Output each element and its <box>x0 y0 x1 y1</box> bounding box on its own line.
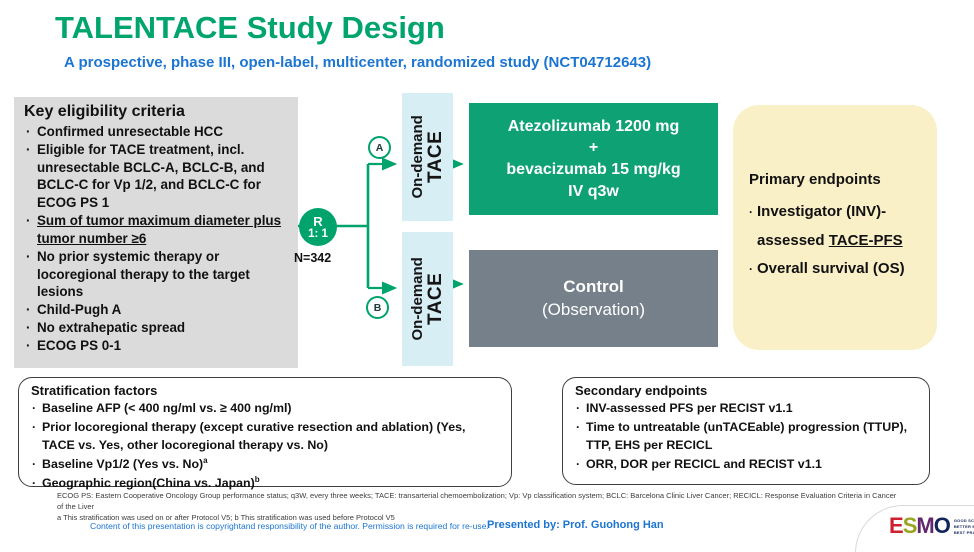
list-item: ORR, DOR per RECICL and RECIST v1.1 <box>575 455 919 474</box>
primary-endpoint-underlined: TACE-PFS <box>828 231 903 249</box>
esmo-tagline-line: BEST PRACTICE <box>953 529 974 535</box>
list-item: ECOG PS 0-1 <box>24 337 290 355</box>
stratification-panel: Stratification factors Baseline AFP (< 4… <box>18 377 512 492</box>
esmo-tagline: GOOD SCIENCE BETTER MEDICINE BEST PRACTI… <box>954 518 974 535</box>
presented-by: Presented by: Prof. Guohong Han <box>487 519 664 531</box>
eligibility-panel: Key eligibility criteria Confirmed unres… <box>14 97 298 368</box>
list-item: Baseline Vp1/2 (Yes vs. No)a <box>31 455 501 474</box>
esmo-tagline-line: BETTER MEDICINE <box>953 523 974 529</box>
sample-size-label: N=342 <box>294 251 332 265</box>
experimental-arm-box: Atezolizumab 1200 mg + bevacizumab 15 mg… <box>469 103 718 215</box>
randomization-ratio: 1: 1 <box>308 227 328 240</box>
list-item: Baseline AFP (< 400 ng/ml vs. ≥ 400 ng/m… <box>31 399 501 418</box>
randomization-circle: R 1: 1 <box>299 208 337 246</box>
secondary-endpoints-panel: Secondary endpoints INV-assessed PFS per… <box>562 377 930 485</box>
list-item: Sum of tumor maximum diameter plus tumor… <box>24 212 290 248</box>
eligibility-list: Confirmed unresectable HCC Eligible for … <box>24 123 290 355</box>
tace-label-line2: TACE <box>424 130 446 184</box>
stratification-list: Baseline AFP (< 400 ng/ml vs. ≥ 400 ng/m… <box>31 399 501 492</box>
arm-b-badge: B <box>366 296 389 319</box>
corner-card: ESMO GOOD SCIENCE BETTER MEDICINE BEST P… <box>855 505 974 552</box>
on-demand-tace-box-bottom: On-demand TACE <box>402 232 453 366</box>
list-item: No extrahepatic spread <box>24 319 290 337</box>
esmo-letter: O <box>933 513 951 538</box>
experimental-arm-line: IV q3w <box>568 182 619 200</box>
abbreviations-footnote: ECOG PS: Eastern Cooperative Oncology Gr… <box>57 491 897 511</box>
eligibility-heading: Key eligibility criteria <box>24 103 185 120</box>
experimental-arm-line: + <box>588 139 599 157</box>
list-item: Prior locoregional therapy (except curat… <box>31 418 501 455</box>
list-item: Child-Pugh A <box>24 301 290 319</box>
footnote-marker: b <box>254 474 260 484</box>
on-demand-tace-label: On-demand TACE <box>408 257 446 341</box>
list-item: Geographic region(China vs. Japan)b <box>31 474 501 493</box>
primary-endpoint-item: Investigator (INV)-assessed TACE-PFS <box>749 198 927 255</box>
esmo-letter: S <box>902 513 918 538</box>
experimental-arm-line: Atezolizumab 1200 mg <box>507 117 680 135</box>
experimental-arm-line: bevacizumab 15 mg/kg <box>506 161 681 178</box>
esmo-logo: ESMO GOOD SCIENCE BETTER MEDICINE BEST P… <box>889 515 974 537</box>
footnote-marker: a <box>203 455 208 465</box>
stratification-text: Geographic region(China vs. Japan) <box>42 475 255 490</box>
stratification-heading: Stratification factors <box>31 383 158 398</box>
esmo-letter: E <box>889 513 904 538</box>
on-demand-tace-label: On-demand TACE <box>408 115 446 199</box>
page-subtitle: A prospective, phase III, open-label, mu… <box>64 54 652 71</box>
on-demand-tace-box-top: On-demand TACE <box>402 93 453 221</box>
list-item: Eligible for TACE treatment, incl. unres… <box>24 141 290 212</box>
primary-endpoints-panel: Primary endpoints Investigator (INV)-ass… <box>733 105 937 350</box>
stratification-text: Prior locoregional therapy (except curat… <box>42 419 466 453</box>
stratification-text: Baseline AFP (< 400 ng/ml vs. ≥ 400 ng/m… <box>42 401 292 415</box>
tace-label-line2: TACE <box>424 272 446 326</box>
list-item: Confirmed unresectable HCC <box>24 123 290 141</box>
control-arm-subtitle: (Observation) <box>542 299 645 319</box>
list-item: No prior systemic therapy or locoregiona… <box>24 248 290 301</box>
tace-label-line1: On-demand <box>408 257 426 341</box>
stratification-text: Baseline Vp1/2 (Yes vs. No) <box>42 456 204 471</box>
primary-endpoint-item: Overall survival (OS) <box>749 255 927 284</box>
control-arm-title: Control <box>563 277 624 297</box>
list-item: Time to untreatable (unTACEable) progres… <box>575 418 919 455</box>
arm-a-badge: A <box>368 136 391 159</box>
page-title: TALENTACE Study Design <box>55 10 445 45</box>
randomization-r: R <box>313 213 323 229</box>
list-item: INV-assessed PFS per RECIST v1.1 <box>575 399 919 418</box>
secondary-endpoints-heading: Secondary endpoints <box>575 383 708 398</box>
secondary-endpoints-list: INV-assessed PFS per RECIST v1.1 Time to… <box>575 399 919 473</box>
primary-endpoints-heading: Primary endpoints <box>749 171 881 189</box>
esmo-letter: M <box>916 513 934 538</box>
esmo-tagline-line: GOOD SCIENCE <box>953 517 974 523</box>
tace-label-line1: On-demand <box>408 115 426 199</box>
copyright-notice: Content of this presentation is copyrigh… <box>90 521 489 531</box>
primary-endpoint-text: Investigator (INV)-assessed <box>757 203 887 249</box>
protocol-footnote: a This stratification was used on or aft… <box>57 513 395 522</box>
control-arm-box: Control (Observation) <box>469 250 718 347</box>
esmo-wordmark: ESMO <box>889 513 951 538</box>
